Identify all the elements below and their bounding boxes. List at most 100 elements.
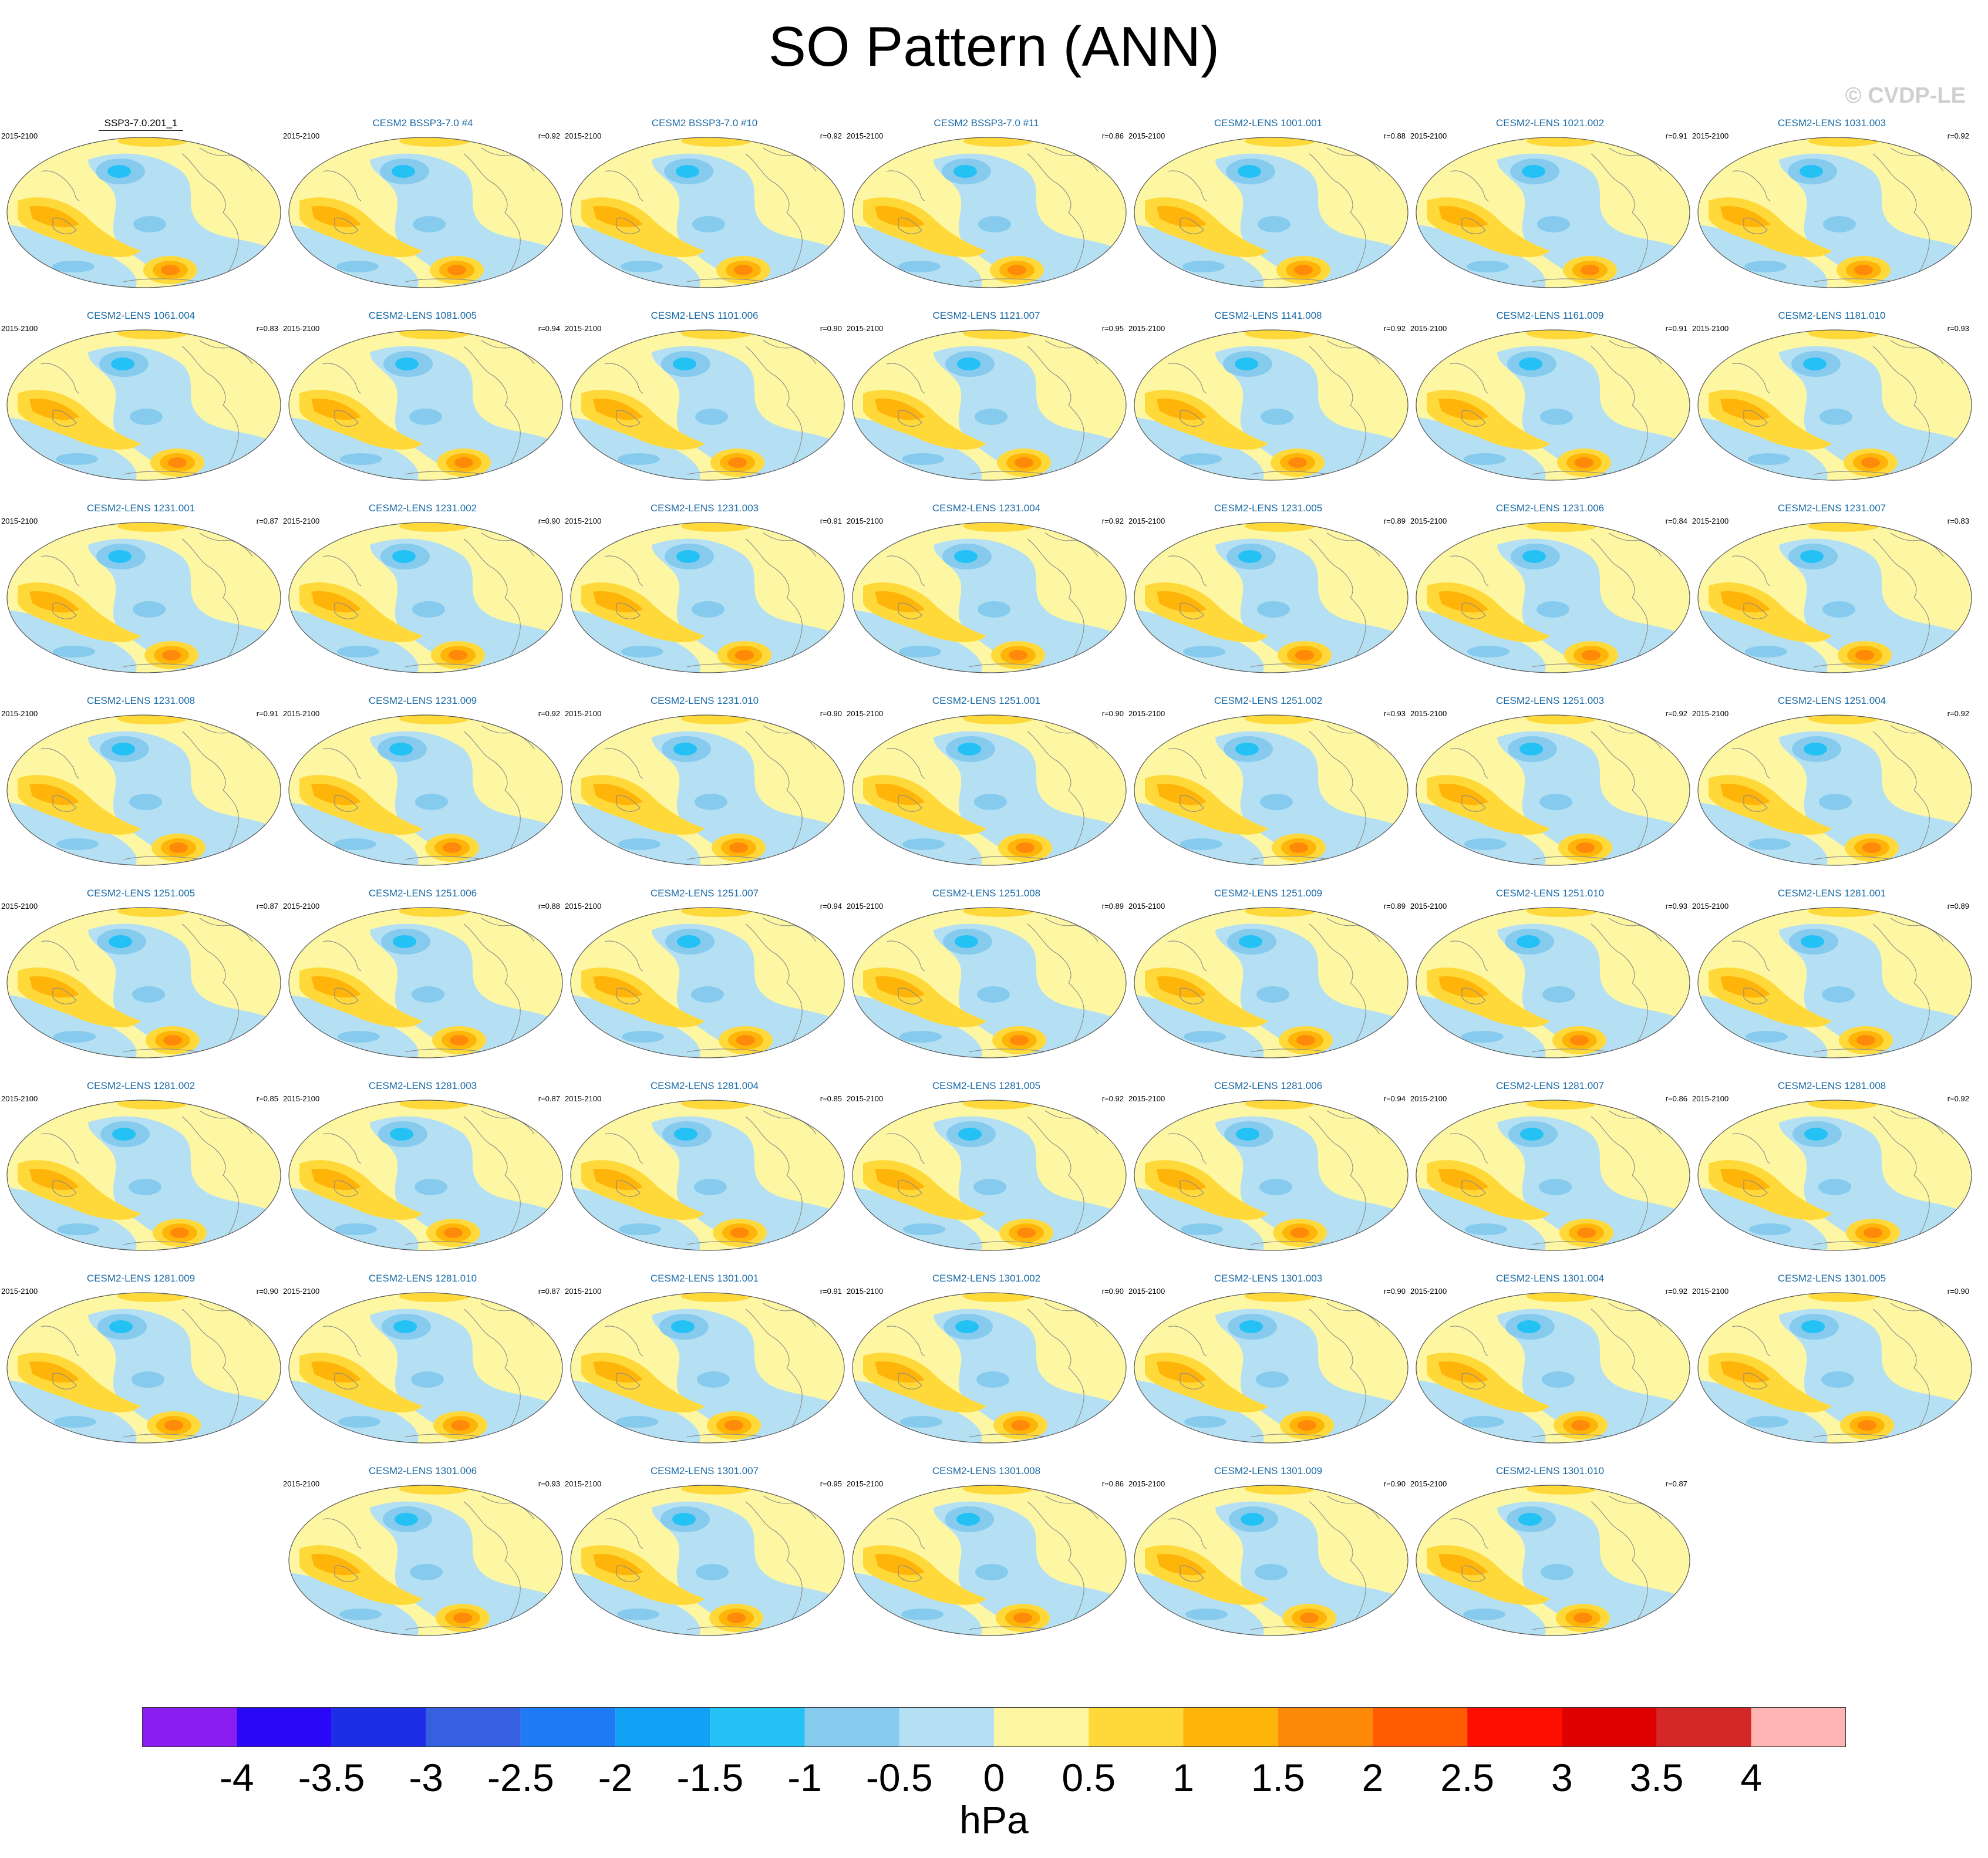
- panel-period: 2015-2100: [1692, 1287, 1729, 1296]
- panel-period: 2015-2100: [1, 131, 38, 140]
- watermark: © CVDP-LE: [1845, 83, 1966, 108]
- panel-correlation: r=0.92: [1947, 709, 1969, 718]
- map-field: [1697, 714, 1972, 866]
- map-panel: CESM2-LENS 1141.008 2015-2100 r=0.92: [1127, 310, 1409, 503]
- colorbar-units: hPa: [959, 1798, 1029, 1842]
- map-panel: CESM2-LENS 1301.004 2015-2100 r=0.92: [1409, 1273, 1691, 1465]
- map-panel: CESM2-LENS 1301.003 2015-2100 r=0.90: [1127, 1273, 1409, 1465]
- colorbar-tick-label: 3.5: [1629, 1756, 1684, 1799]
- map-panel: CESM2-LENS 1081.005 2015-2100 r=0.94: [282, 310, 564, 503]
- map-panel: CESM2-LENS 1181.010 2015-2100 r=0.93: [1691, 310, 1973, 503]
- map-field: [1416, 137, 1690, 288]
- panel-correlation: r=0.90: [1383, 1479, 1406, 1488]
- map-field: [288, 714, 563, 866]
- panel-title: CESM2-LENS 1251.005: [86, 888, 196, 899]
- map-panel: CESM2-LENS 1251.002 2015-2100 r=0.93: [1127, 695, 1409, 888]
- map-panel: CESM2-LENS 1281.007 2015-2100 r=0.86: [1409, 1080, 1691, 1273]
- panel-period: 2015-2100: [847, 1479, 884, 1488]
- panel-period: 2015-2100: [1410, 1287, 1447, 1296]
- colorbar-tick-label: -3: [409, 1756, 443, 1799]
- map-field: [570, 714, 845, 866]
- panel-correlation: r=0.90: [820, 324, 842, 333]
- map-field: [852, 137, 1127, 288]
- panel-period: 2015-2100: [565, 517, 602, 525]
- panel-title: CESM2-LENS 1231.004: [932, 503, 1041, 514]
- colorbar-swatch: [994, 1707, 1089, 1747]
- panel-title: CESM2 BSSP3-7.0 #10: [651, 117, 758, 129]
- panel-period: 2015-2100: [1410, 131, 1447, 140]
- panel-period: 2015-2100: [1692, 1094, 1729, 1103]
- panel-period: 2015-2100: [565, 324, 602, 333]
- panel-period: 2015-2100: [1128, 324, 1165, 333]
- panel-period: 2015-2100: [565, 709, 602, 718]
- panel-title: CESM2-LENS 1231.002: [368, 503, 477, 514]
- colorbar-tick-label: 0.5: [1062, 1756, 1116, 1799]
- map-panel: CESM2-LENS 1251.001 2015-2100 r=0.90: [845, 695, 1127, 888]
- panel-title: CESM2-LENS 1001.001: [1214, 117, 1323, 129]
- panel-period: 2015-2100: [1692, 902, 1729, 911]
- panel-title: CESM2-LENS 1021.002: [1495, 117, 1605, 129]
- panel-correlation: r=0.88: [538, 902, 560, 911]
- panel-period: 2015-2100: [283, 1479, 320, 1488]
- colorbar-swatch: [899, 1707, 994, 1747]
- panel-correlation: r=0.91: [1665, 131, 1687, 140]
- panel-period: 2015-2100: [847, 1094, 884, 1103]
- colorbar-swatch: [331, 1707, 426, 1747]
- colorbar-swatch: [1751, 1707, 1846, 1747]
- map-field: [1416, 329, 1690, 481]
- panel-grid: SSP3-7.0.201_1 2015-2100 CESM2 BSSP3-7.0 #…: [0, 117, 1973, 1658]
- map-field: [1134, 522, 1409, 673]
- map-panel: CESM2-LENS 1281.005 2015-2100 r=0.92: [845, 1080, 1127, 1273]
- map-panel: CESM2-LENS 1251.005 2015-2100 r=0.87: [0, 888, 282, 1080]
- map-field: [1697, 907, 1972, 1058]
- panel-correlation: r=0.86: [1665, 1094, 1687, 1103]
- panel-title: CESM2-LENS 1101.006: [651, 310, 759, 321]
- panel-correlation: r=0.91: [256, 709, 278, 718]
- panel-period: 2015-2100: [1128, 709, 1165, 718]
- panel-correlation: r=0.92: [820, 131, 842, 140]
- panel-period: 2015-2100: [1, 1094, 38, 1103]
- panel-title: CESM2-LENS 1231.007: [1777, 503, 1886, 514]
- panel-period: 2015-2100: [1692, 517, 1729, 525]
- panel-period: 2015-2100: [1, 709, 38, 718]
- map-panel: CESM2-LENS 1061.004 2015-2100 r=0.83: [0, 310, 282, 503]
- panel-correlation: r=0.90: [1383, 1287, 1406, 1296]
- map-panel: CESM2 BSSP3-7.0 #10 2015-2100 r=0.92: [564, 117, 845, 310]
- colorbar-tick-label: -2: [598, 1756, 633, 1799]
- map-panel: CESM2-LENS 1301.006 2015-2100 r=0.93: [282, 1465, 564, 1658]
- panel-correlation: r=0.86: [1101, 1479, 1124, 1488]
- panel-title: CESM2-LENS 1251.001: [932, 695, 1041, 706]
- colorbar: [142, 1707, 1846, 1747]
- panel-title: CESM2-LENS 1031.003: [1777, 117, 1886, 129]
- panel-correlation: r=0.87: [538, 1094, 560, 1103]
- colorbar-swatch: [615, 1707, 710, 1747]
- panel-title: CESM2-LENS 1181.010: [1778, 310, 1886, 321]
- panel-title: CESM2-LENS 1281.008: [1777, 1080, 1886, 1091]
- colorbar-swatch: [1278, 1707, 1373, 1747]
- panel-period: 2015-2100: [1128, 1479, 1165, 1488]
- panel-correlation: r=0.94: [538, 324, 560, 333]
- map-field: [288, 1292, 563, 1444]
- map-panel: CESM2-LENS 1301.005 2015-2100 r=0.90: [1691, 1273, 1973, 1465]
- panel-correlation: r=0.89: [1383, 517, 1406, 525]
- panel-correlation: r=0.94: [1383, 1094, 1406, 1103]
- map-panel: CESM2-LENS 1231.001 2015-2100 r=0.87: [0, 503, 282, 695]
- panel-period: 2015-2100: [1410, 902, 1447, 911]
- map-panel: CESM2-LENS 1301.010 2015-2100 r=0.87: [1409, 1465, 1691, 1658]
- map-field: [1134, 907, 1409, 1058]
- panel-period: 2015-2100: [1692, 131, 1729, 140]
- panel-correlation: r=0.92: [538, 131, 560, 140]
- panel-title: CESM2-LENS 1281.004: [650, 1080, 759, 1091]
- map-panel: CESM2 BSSP3-7.0 #11 2015-2100 r=0.86: [845, 117, 1127, 310]
- panel-period: 2015-2100: [1410, 1479, 1447, 1488]
- panel-correlation: r=0.93: [1947, 324, 1969, 333]
- panel-correlation: r=0.92: [1947, 1094, 1969, 1103]
- colorbar-tick-label: 0: [983, 1756, 1005, 1799]
- map-field: [570, 1485, 845, 1636]
- map-field: [288, 1485, 563, 1636]
- panel-title: CESM2-LENS 1301.008: [932, 1465, 1041, 1476]
- map-panel: CESM2-LENS 1231.010 2015-2100 r=0.90: [564, 695, 845, 888]
- panel-period: 2015-2100: [1410, 709, 1447, 718]
- panel-title: CESM2-LENS 1301.009: [1214, 1465, 1323, 1476]
- map-field: [1134, 1485, 1409, 1636]
